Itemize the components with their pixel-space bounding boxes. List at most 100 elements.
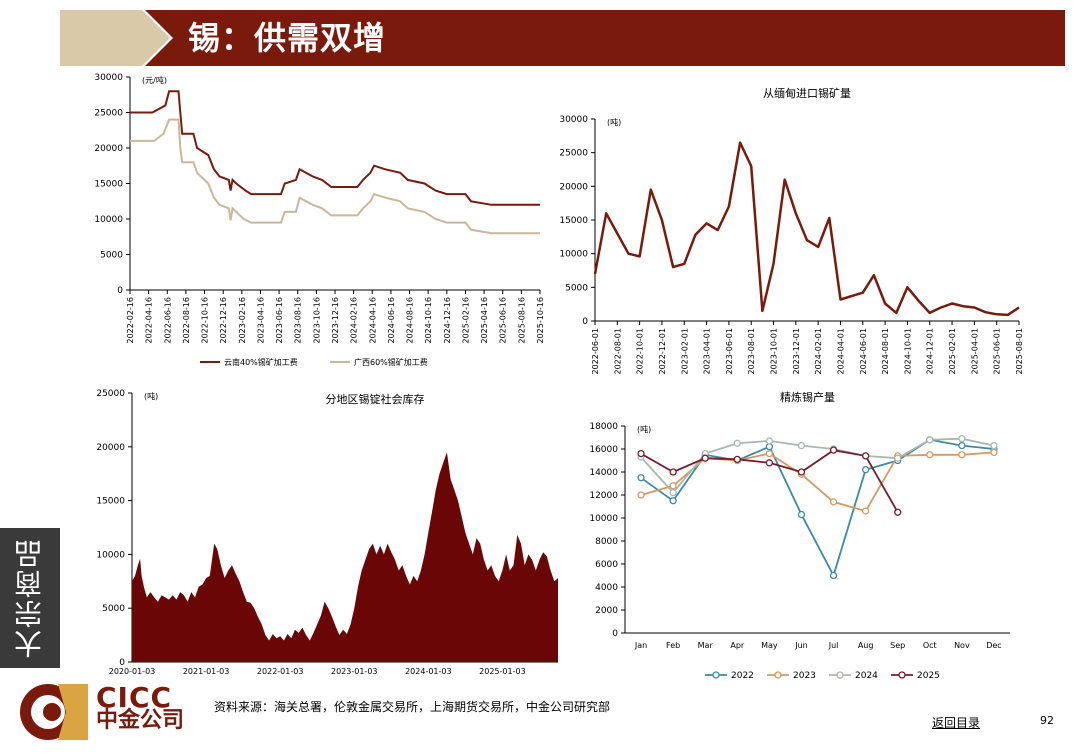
x-tick-label: 2021-01-03	[183, 667, 230, 676]
y-tick-label: 25000	[94, 109, 123, 119]
y-tick-label: 5000	[565, 283, 588, 293]
series-line-2023	[640, 451, 995, 513]
y-tick-label: 5000	[100, 251, 123, 261]
header-bar	[145, 10, 1065, 66]
page-number: 92	[1040, 714, 1054, 727]
data-point	[765, 443, 774, 451]
series-line-1	[130, 90, 540, 206]
x-tick-label: Mar	[698, 641, 714, 650]
y-tick-label: 15000	[559, 216, 588, 226]
chart-tin-processing-fee: 0 5000 10000 15000 20000 25000 30000 (元/吨) 2022-…	[94, 73, 545, 367]
data-point	[894, 454, 902, 462]
x-tick-label: 2024-08-01	[881, 328, 890, 375]
y-tick-label: 30000	[94, 73, 123, 83]
x-tick-label: Apr	[730, 641, 745, 650]
x-tick-label: Jun	[794, 641, 808, 650]
x-tick-label: 2024-08-16	[406, 297, 415, 344]
inventory-area	[132, 452, 558, 662]
chart-tin-inventory: 0 5000 10000 15000 20000 25000 (吨) 分地区锡锭社会库存 202…	[96, 389, 558, 676]
x-tick-label: Sep	[890, 641, 905, 650]
x-tick-label: 2023-12-16	[331, 297, 340, 344]
x-tick-label: 2022-08-01	[613, 328, 622, 375]
x-tick-label: 2025-08-01	[1015, 328, 1024, 375]
y-tick-label: 0	[117, 286, 123, 296]
y-tick-label: 16000	[589, 445, 618, 455]
x-tick-label: 2023-08-01	[747, 328, 756, 375]
data-point	[926, 436, 934, 444]
x-tick-label: 2025-02-16	[461, 297, 470, 344]
data-point	[926, 451, 934, 459]
x-tick-label: 2024-12-16	[443, 297, 452, 344]
chart-title: 从缅甸进口锡矿量	[763, 86, 851, 100]
x-tick-label: 2024-02-16	[350, 297, 359, 344]
x-tick-label: 2024-04-01	[836, 328, 845, 375]
source-note: 资料来源：海关总署，伦敦金属交易所，上海期货交易所，中金公司研究部	[214, 700, 611, 714]
x-tick-label: Dec	[986, 641, 1001, 650]
x-tick-label: 2024-06-16	[387, 297, 396, 344]
legend-marker	[712, 671, 720, 679]
x-tick-label: 2023-01-03	[331, 667, 378, 676]
logo-text: CICC	[96, 681, 173, 714]
data-point	[637, 449, 645, 458]
x-tick-label: 2022-01-03	[257, 667, 304, 676]
y-tick-label: 0	[612, 629, 618, 639]
y-tick-label: 4000	[595, 583, 618, 593]
data-point	[958, 441, 966, 450]
y-tick-label: 5000	[102, 604, 125, 614]
y-tick-label: 12000	[589, 491, 618, 501]
y-axis-label: (吨)	[637, 424, 651, 434]
y-tick-label: 15000	[96, 497, 125, 507]
data-point	[829, 571, 838, 580]
chevron-light-shape	[60, 10, 170, 66]
y-tick-label: 2000	[595, 606, 618, 616]
x-tick-label: 2022-12-16	[219, 297, 228, 344]
x-tick-label: 2024-12-01	[926, 328, 935, 375]
data-point	[733, 455, 741, 463]
data-point	[990, 448, 998, 457]
back-to-contents-link[interactable]: 返回目录	[932, 716, 981, 730]
y-axis-label: (吨)	[607, 117, 621, 127]
data-point	[637, 474, 645, 482]
data-point	[637, 491, 645, 499]
x-tick-label: 2023-12-01	[792, 328, 801, 375]
x-tick-label: 2023-08-16	[294, 297, 303, 344]
series-line-2	[130, 118, 540, 235]
data-point	[829, 446, 838, 454]
x-tick-label: 2024-02-01	[814, 328, 823, 375]
legend-label: 2025	[917, 671, 940, 681]
x-tick-label: Jul	[828, 641, 839, 650]
y-tick-label: 0	[119, 658, 125, 668]
legend-label: 广西60%锡矿加工费	[354, 357, 428, 367]
chart-myanmar-imports: 0 5000 10000 15000 20000 25000 30000 (吨) 从缅甸进口锡矿…	[559, 86, 1024, 375]
y-tick-label: 30000	[559, 115, 588, 125]
x-tick-label: 2023-02-01	[680, 328, 689, 375]
data-point	[894, 508, 902, 516]
x-tick-label: 2023-02-16	[238, 297, 247, 344]
data-point	[733, 439, 741, 447]
x-tick-label: 2024-06-01	[859, 328, 868, 375]
x-tick-label: 2022-10-01	[636, 328, 645, 375]
y-tick-label: 20000	[94, 144, 123, 154]
x-tick-label: 2022-02-16	[126, 297, 135, 344]
legend-label: 2023	[793, 671, 816, 681]
x-tick-label: 2025-04-16	[480, 297, 489, 344]
data-point	[990, 441, 998, 450]
side-tab	[0, 528, 60, 668]
x-tick-label: 2020-01-03	[109, 667, 156, 676]
x-tick-label: 2022-12-01	[658, 328, 667, 375]
y-tick-label: 6000	[595, 560, 618, 570]
data-point	[797, 510, 806, 519]
data-point	[701, 454, 709, 462]
data-point	[669, 497, 677, 505]
x-tick-label: 2025-02-01	[948, 328, 957, 375]
y-tick-label: 0	[582, 317, 588, 327]
x-tick-label: Oct	[923, 641, 937, 650]
y-tick-label: 18000	[589, 422, 618, 432]
x-tick-label: 2022-10-16	[201, 297, 210, 344]
data-point	[958, 451, 966, 459]
x-tick-label: 2022-06-16	[163, 297, 172, 344]
data-point	[861, 452, 870, 460]
x-tick-label: 2023-06-01	[725, 328, 734, 375]
x-tick-label: 2022-04-16	[145, 297, 154, 344]
y-tick-label: 10000	[559, 250, 588, 260]
